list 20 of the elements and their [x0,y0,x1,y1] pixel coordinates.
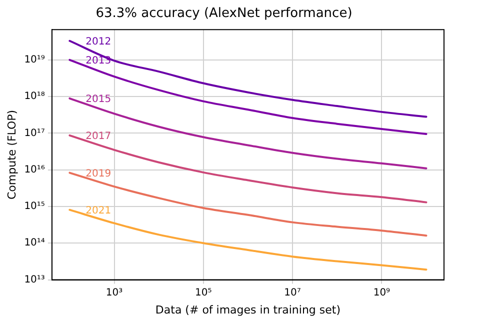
x-tick-label: 10⁹ [373,287,390,298]
series-label: 2017 [86,130,112,142]
series-label: 2021 [86,205,112,216]
y-tick-label: 10¹⁶ [24,164,45,176]
chart-title: 63.3% accuracy (AlexNet performance) [96,6,352,22]
y-tick-label: 10¹⁹ [24,54,45,66]
x-axis-title: Data (# of images in training set) [155,303,341,316]
x-tick-label: 10³ [106,287,123,298]
y-tick-label: 10¹⁷ [24,128,45,139]
y-tick-label: 10¹⁵ [24,201,45,212]
series-label: 2015 [86,94,112,105]
series-label: 2013 [86,55,112,66]
y-tick-label: 10¹⁸ [24,91,45,102]
y-axis-title: Compute (FLOP) [5,110,18,200]
y-tick-label: 10¹⁴ [24,238,45,249]
x-tick-label: 10⁷ [284,287,301,298]
x-tick-label: 10⁵ [195,287,212,298]
series-label: 2019 [86,168,112,180]
series-label: 2012 [86,36,112,48]
y-tick-label: 10¹³ [24,274,45,286]
